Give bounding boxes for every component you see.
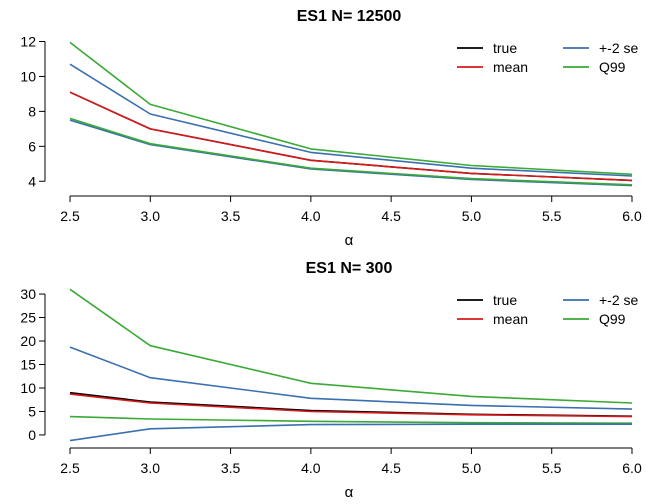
legend-label: mean (493, 59, 528, 75)
y-tick-label: 0 (28, 427, 36, 443)
y-tick-label: 8 (28, 103, 36, 119)
legend-label: Q99 (599, 311, 626, 327)
x-axis-label: α (345, 232, 354, 249)
legend-label: +-2 se (599, 40, 639, 56)
x-tick-label: 4.0 (301, 208, 321, 224)
series-line-mean (69, 91, 633, 182)
y-tick-label: 12 (20, 33, 36, 49)
chart-title: ES1 N= 300 (306, 260, 393, 277)
legend-label: +-2 se (599, 292, 639, 308)
x-tick-label: 5.5 (542, 460, 562, 476)
x-tick-label: 2.5 (60, 460, 80, 476)
y-tick-label: 4 (28, 173, 36, 189)
x-tick-label: 3.5 (221, 208, 241, 224)
legend: true mean +-2 se Q99 (457, 292, 639, 327)
x-tick-label: 3.5 (221, 460, 241, 476)
chart-panel-1: ES1 N= 12500 4 6 8 10 12 2.5 3.0 3.5 4.0 4.5 5.0 5.5… (20, 8, 642, 249)
series-line-q99 (69, 41, 633, 176)
series-line--2-se (69, 346, 633, 410)
legend-label: true (493, 40, 517, 56)
x-tick-label: 5.0 (462, 208, 482, 224)
x-tick-label: 2.5 (60, 208, 80, 224)
legend-label: mean (493, 311, 528, 327)
y-tick-label: 6 (28, 138, 36, 154)
x-tick-label: 3.0 (141, 460, 161, 476)
y-tick-label: 10 (20, 380, 36, 396)
x-tick-label: 5.5 (542, 208, 562, 224)
legend-label: Q99 (599, 59, 626, 75)
series-line--2-se (69, 423, 632, 442)
series-line-mean (69, 393, 633, 418)
series-line-q99 (69, 288, 633, 404)
x-tick-label: 5.0 (462, 460, 482, 476)
y-tick-label: 10 (20, 68, 36, 84)
chart-panel-2: ES1 N= 300 0 5 10 15 20 25 30 2.5 3.0 3.5 4.0 4.5 5.0… (20, 260, 642, 501)
y-tick-label: 25 (20, 310, 36, 326)
chart-title: ES1 N= 12500 (297, 8, 402, 25)
x-axis-label: α (345, 484, 354, 501)
series-line-q99 (69, 415, 633, 425)
legend: true mean +-2 se Q99 (457, 40, 639, 75)
series-line-q99 (69, 117, 633, 186)
series-line--2-se (69, 63, 633, 177)
x-tick-label: 3.0 (141, 208, 161, 224)
x-tick-label: 4.5 (381, 208, 401, 224)
x-tick-label: 6.0 (622, 460, 642, 476)
y-tick-label: 30 (20, 286, 36, 302)
x-tick-label: 4.0 (301, 460, 321, 476)
x-tick-label: 4.5 (381, 460, 401, 476)
legend-label: true (493, 292, 517, 308)
y-tick-label: 20 (20, 333, 36, 349)
y-tick-label: 15 (20, 357, 36, 373)
x-tick-label: 6.0 (622, 208, 642, 224)
y-tick-label: 5 (28, 403, 36, 419)
